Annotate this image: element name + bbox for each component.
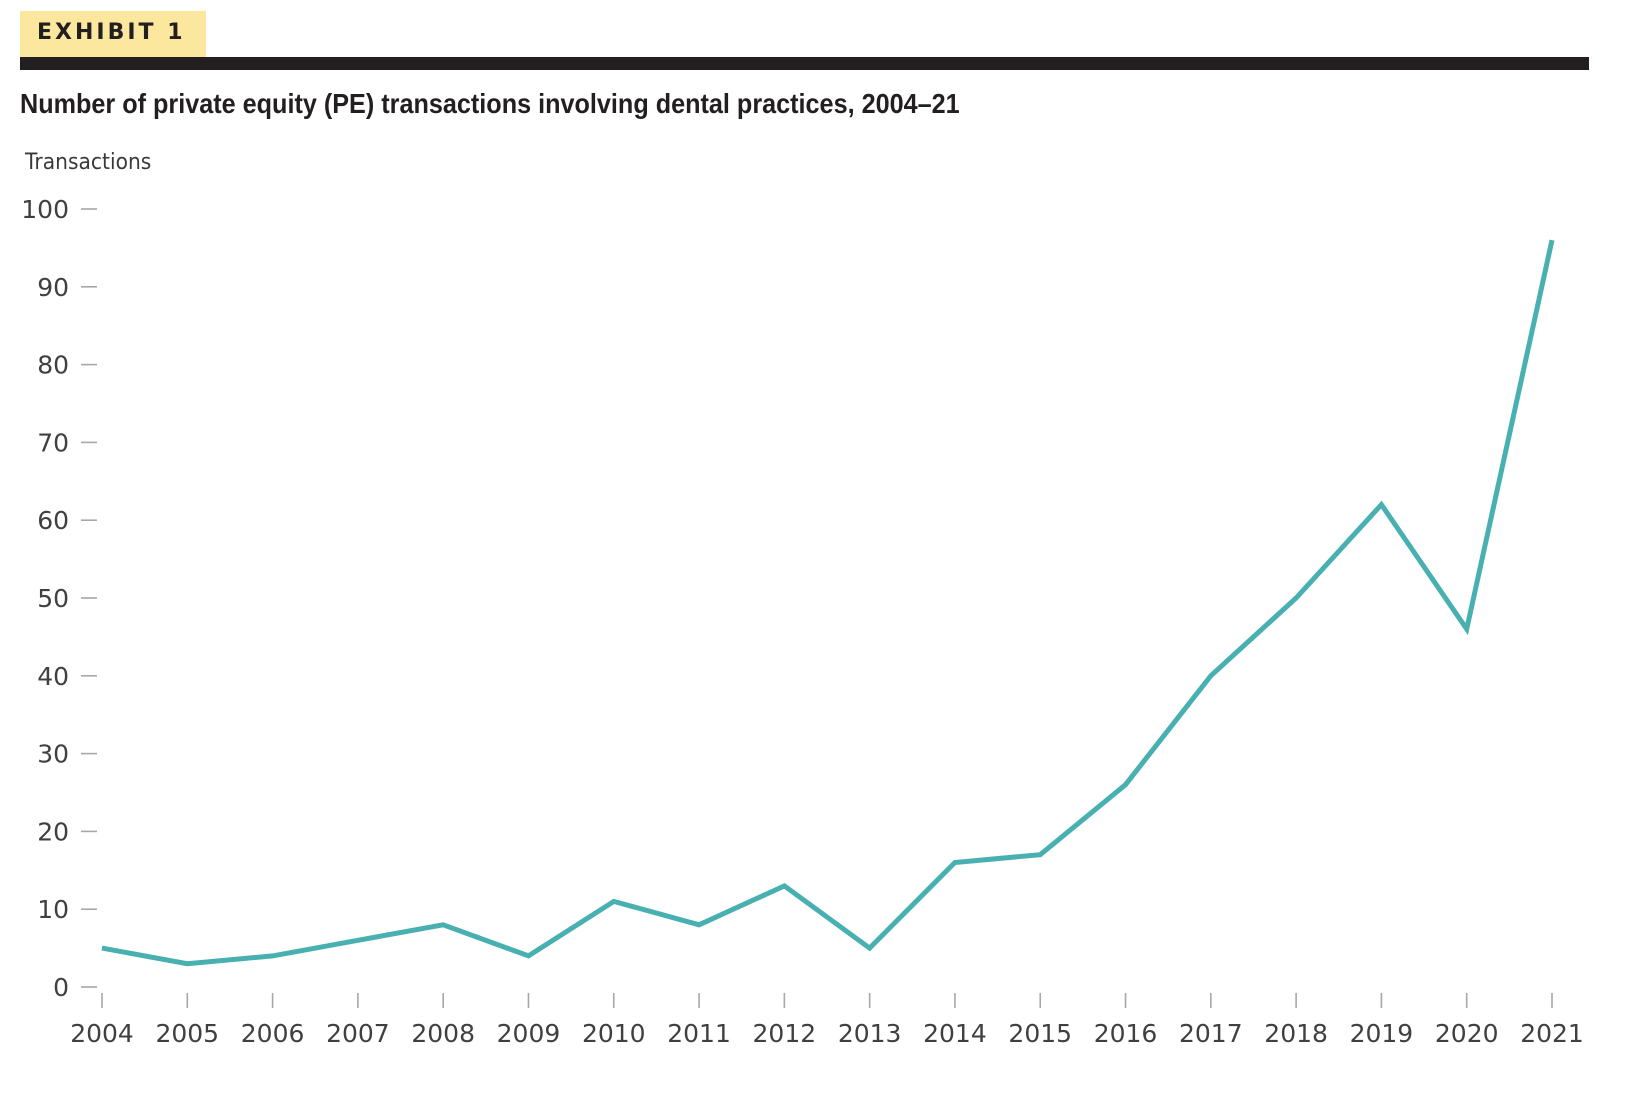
x-tick-label: 2010	[582, 1019, 646, 1048]
y-tick-label: 40	[37, 662, 69, 691]
x-tick-label: 2018	[1264, 1019, 1328, 1048]
x-tick-label: 2013	[838, 1019, 902, 1048]
x-tick-label: 2019	[1350, 1019, 1414, 1048]
x-tick-label: 2008	[411, 1019, 475, 1048]
y-axis-label: Transactions	[25, 150, 152, 175]
x-tick-label: 2009	[497, 1019, 561, 1048]
y-tick-label: 100	[21, 195, 69, 224]
x-tick-label: 2011	[667, 1019, 731, 1048]
header-rule	[20, 57, 1589, 70]
y-tick-label: 10	[37, 895, 69, 924]
y-tick-label: 30	[37, 740, 69, 769]
x-tick-label: 2015	[1008, 1019, 1072, 1048]
y-tick-label: 70	[37, 428, 69, 457]
y-tick-label: 50	[37, 584, 69, 613]
y-tick-label: 0	[53, 973, 69, 1002]
exhibit-label: EXHIBIT 1	[37, 20, 186, 45]
y-axis: 0 10 20 30 40 50 60 70 80 90 100	[21, 195, 97, 1002]
x-tick-label: 2006	[241, 1019, 305, 1048]
x-tick-label: 2016	[1094, 1019, 1158, 1048]
x-tick-label: 2012	[753, 1019, 817, 1048]
y-tick-label: 80	[37, 351, 69, 380]
x-tick-label: 2007	[326, 1019, 390, 1048]
series-group	[101, 239, 1555, 967]
y-tick-label: 60	[37, 506, 69, 535]
y-tick-label: 90	[37, 273, 69, 302]
x-tick-label: 2004	[70, 1019, 134, 1048]
x-tick-label: 2005	[155, 1019, 219, 1048]
x-axis: 2004 2005 2006 2007 2008 2009 2010 2011 2012 2013…	[70, 993, 1584, 1048]
y-tick-label: 20	[37, 817, 69, 846]
exhibit-badge: EXHIBIT 1	[20, 11, 206, 57]
chart-title: Number of private equity (PE) transactio…	[20, 88, 960, 119]
series-line	[101, 239, 1555, 967]
x-tick-label: 2021	[1520, 1019, 1584, 1048]
x-tick-label: 2020	[1435, 1019, 1499, 1048]
x-tick-label: 2014	[923, 1019, 987, 1048]
x-tick-label: 2017	[1179, 1019, 1243, 1048]
